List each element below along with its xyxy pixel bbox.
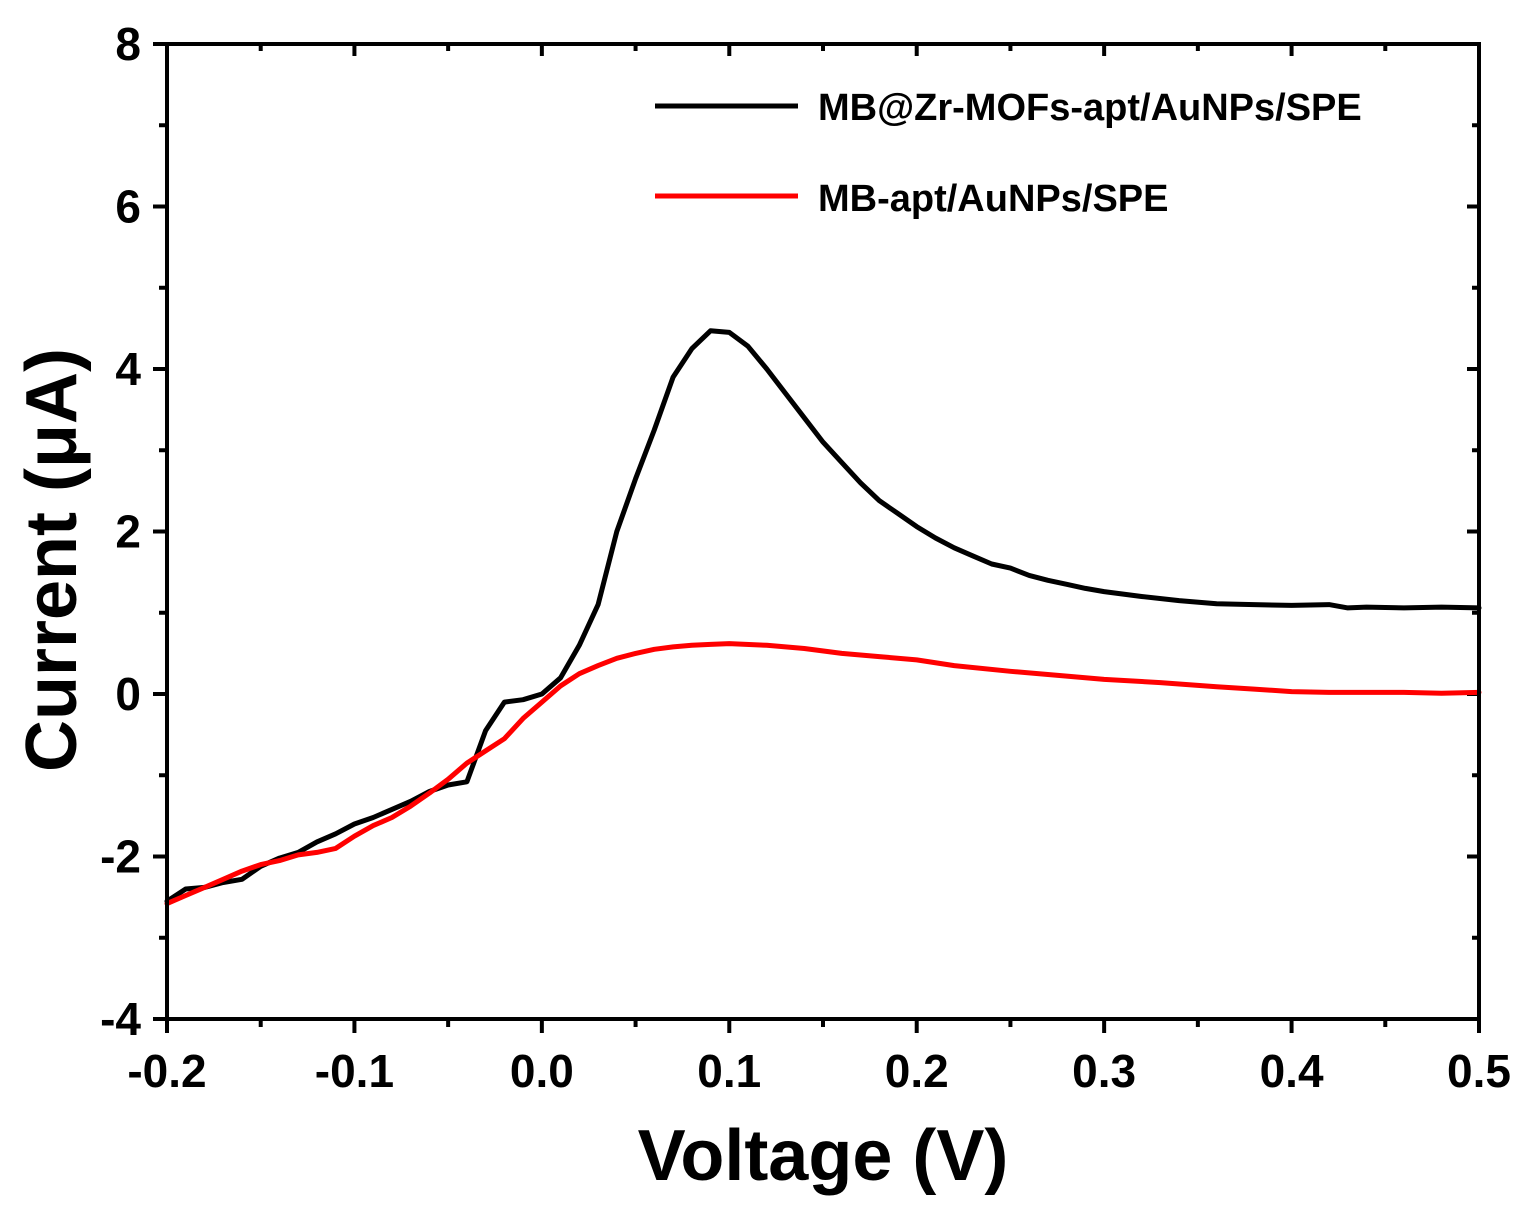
y-tick-label: -4: [100, 993, 141, 1045]
series-layer: [164, 328, 1482, 907]
y-tick-label: 6: [115, 181, 141, 233]
tick-labels: -0.2 -0.1 0.0 0.1 0.2 0.3 0.4 0.5 -4 -2 0 2 4 6 8: [100, 18, 1511, 1097]
x-tick-label: 0.2: [885, 1045, 949, 1097]
x-tick-label: 0.0: [510, 1045, 574, 1097]
y-tick-label: -2: [100, 831, 141, 883]
x-tick-label: -0.2: [127, 1045, 206, 1097]
axis-ticks: [153, 42, 1481, 1033]
legend: MB@Zr-MOFs-apt/AuNPs/SPE MB-apt/AuNPs/SP…: [655, 87, 1362, 220]
x-tick-label: 0.3: [1072, 1045, 1136, 1097]
legend-label-series-1: MB@Zr-MOFs-apt/AuNPs/SPE: [818, 87, 1362, 129]
plot-frame: [165, 42, 1481, 1021]
x-tick-label: -0.1: [315, 1045, 394, 1097]
y-tick-label: 0: [115, 668, 141, 720]
x-tick-label: 0.1: [697, 1045, 761, 1097]
series-line-1: [164, 328, 1482, 904]
legend-label-series-2: MB-apt/AuNPs/SPE: [818, 178, 1168, 220]
y-tick-label: 2: [115, 506, 141, 558]
series-line-2: [164, 641, 1482, 907]
y-tick-label: 4: [115, 343, 141, 395]
x-tick-label: 0.4: [1260, 1045, 1324, 1097]
x-tick-label: 0.5: [1447, 1045, 1511, 1097]
x-axis-title: Voltage (V): [638, 1116, 1009, 1196]
y-tick-label: 8: [115, 18, 141, 70]
y-axis-title: Current (μA): [12, 348, 92, 772]
